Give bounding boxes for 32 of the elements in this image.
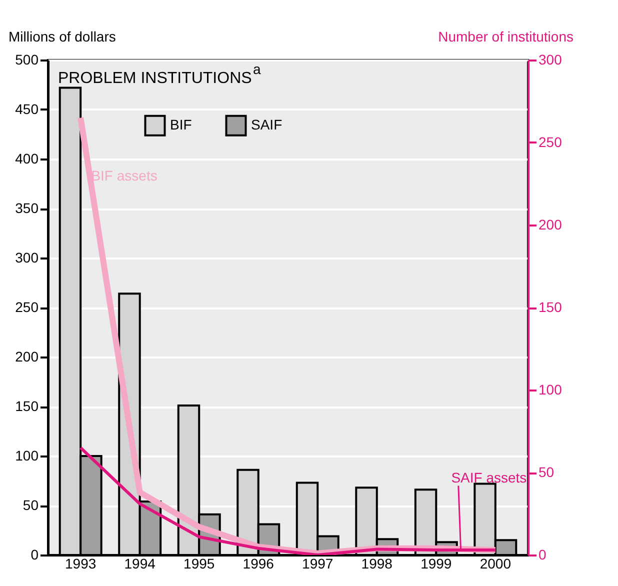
y-tick-label: 0 [30, 546, 39, 562]
x-tick-label: 1999 [420, 556, 452, 572]
series-label: BIF assets [91, 167, 158, 184]
y-tick-label: 250 [15, 299, 39, 315]
text: SAIF assets [451, 469, 527, 486]
legend-label: BIF [170, 116, 192, 133]
y-tick-label: 400 [15, 150, 39, 166]
y-tick-label: 50 [22, 497, 39, 513]
x-tick-label: 1995 [184, 556, 215, 572]
x-tick-label: 2000 [480, 556, 512, 572]
y-axis-title: Millions of dollars [8, 28, 116, 44]
y-tick-label: 450 [15, 101, 39, 117]
x-tick-label: 1996 [242, 556, 274, 572]
legend-label: SAIF [251, 116, 282, 133]
y2-tick-label: 200 [538, 216, 562, 232]
y-tick-label: 500 [15, 52, 39, 68]
y2-tick-label: 250 [538, 134, 562, 150]
y-tick-label: 350 [15, 200, 39, 216]
y-tick-label: 150 [15, 398, 39, 414]
x-tick-label: 1994 [124, 556, 156, 572]
y2-axis-title: Number of institutions [438, 28, 574, 44]
y2-tick-label: 0 [538, 546, 546, 562]
y-tick-label: 200 [15, 348, 39, 364]
x-tick-label: 1998 [361, 556, 393, 572]
y2-tick-label: 50 [538, 464, 554, 480]
x-tick-label: 1993 [65, 556, 96, 572]
y2-tick-label: 100 [538, 382, 562, 398]
y-tick-label: 100 [15, 448, 39, 464]
x-tick-label: 1997 [302, 556, 334, 572]
y2-tick-label: 300 [538, 52, 562, 68]
y-tick-label: 300 [15, 250, 39, 266]
y2-tick-label: 150 [538, 299, 562, 315]
